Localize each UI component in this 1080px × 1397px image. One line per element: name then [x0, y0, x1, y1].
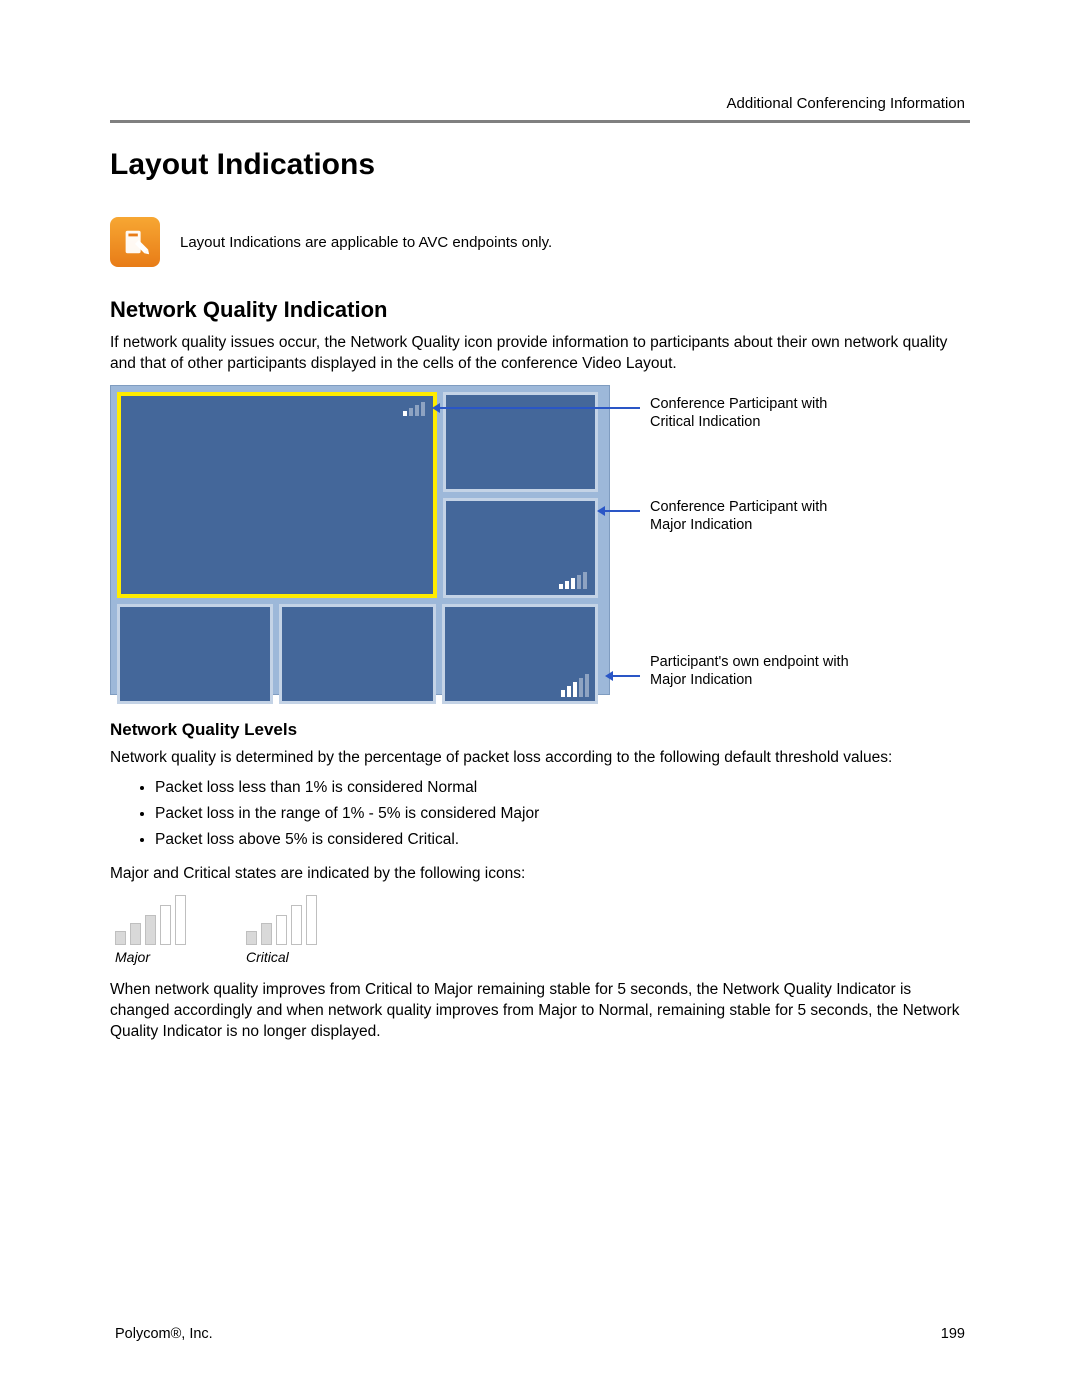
critical-bars-icon [246, 895, 317, 945]
section-heading-levels: Network Quality Levels [110, 720, 970, 740]
header-rule [110, 120, 970, 123]
major-bars-icon [115, 895, 186, 945]
footer-page-number: 199 [941, 1326, 965, 1342]
icon-legend: Major Critical [115, 895, 970, 965]
footer-left: Polycom®, Inc. [115, 1326, 213, 1342]
layout-cell-b3 [442, 604, 598, 704]
layout-cell-main [117, 392, 437, 598]
section1-intro: If network quality issues occur, the Net… [110, 333, 970, 375]
threshold-list: Packet loss less than 1% is considered N… [110, 775, 970, 854]
list-item: Packet loss above 5% is considered Criti… [155, 827, 970, 853]
note-callout: Layout Indications are applicable to AVC… [110, 217, 970, 267]
legend-major: Major [115, 895, 186, 965]
closing-paragraph: When network quality improves from Criti… [110, 980, 970, 1043]
note-icon [110, 217, 160, 267]
list-item: Packet loss in the range of 1% - 5% is c… [155, 801, 970, 827]
arrow-critical [435, 407, 640, 409]
layout-cell-mid-right [443, 498, 598, 598]
section-heading-nqi: Network Quality Indication [110, 297, 970, 323]
page-title: Layout Indications [110, 148, 970, 182]
annotation-critical: Conference Participant with Critical Ind… [650, 395, 850, 431]
legend-major-caption: Major [115, 949, 186, 965]
after-bullets-text: Major and Critical states are indicated … [110, 864, 970, 885]
video-layout-diagram: Conference Participant with Critical Ind… [110, 385, 970, 700]
layout-cell-b2 [279, 604, 435, 704]
arrow-own [608, 675, 640, 677]
legend-critical-caption: Critical [246, 949, 317, 965]
video-layout-grid [110, 385, 610, 695]
section2-intro: Network quality is determined by the per… [110, 749, 892, 766]
annotation-major: Conference Participant with Major Indica… [650, 498, 850, 534]
page: Additional Conferencing Information Layo… [0, 0, 1080, 1397]
header-right-text: Additional Conferencing Information [727, 95, 965, 112]
annotation-own: Participant's own endpoint with Major In… [650, 653, 850, 689]
list-item: Packet loss less than 1% is considered N… [155, 775, 970, 801]
arrow-major [600, 510, 640, 512]
note-text: Layout Indications are applicable to AVC… [180, 234, 552, 251]
page-footer: Polycom®, Inc. 199 [115, 1326, 965, 1342]
layout-cell-b1 [117, 604, 273, 704]
legend-critical: Critical [246, 895, 317, 965]
layout-bottom-row [117, 604, 598, 704]
